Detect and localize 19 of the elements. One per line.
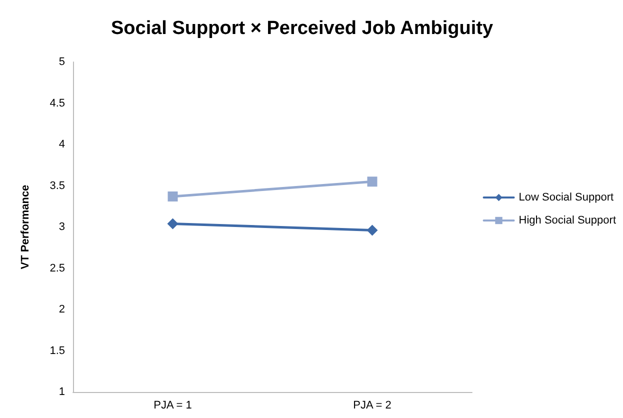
point — [167, 218, 178, 230]
y-axis-title: VT Performance — [20, 184, 32, 270]
point — [366, 224, 378, 236]
legend-label: High Social Support — [518, 214, 616, 226]
y-tick-label: 1 — [58, 386, 65, 398]
y-tick-label: 2.5 — [50, 262, 65, 274]
y-tick-label: 3.5 — [50, 180, 65, 192]
x-tick-label: PJA = 1 — [154, 400, 192, 412]
y-tick-label: 2 — [58, 304, 65, 316]
point — [168, 191, 178, 202]
y-tick-label: 4 — [58, 138, 65, 150]
y-tick-label: 4.5 — [50, 97, 65, 110]
legend-label: Low Social Support — [518, 192, 614, 204]
y-tick-label: 5 — [58, 56, 65, 68]
y-tick-label: 1.5 — [50, 344, 65, 357]
x-tick-label: PJA = 2 — [353, 400, 392, 412]
y-tick-label: 3 — [58, 221, 65, 233]
point — [367, 176, 378, 187]
chart-title: Social Support × Perceived Job Ambiguity — [110, 18, 494, 39]
